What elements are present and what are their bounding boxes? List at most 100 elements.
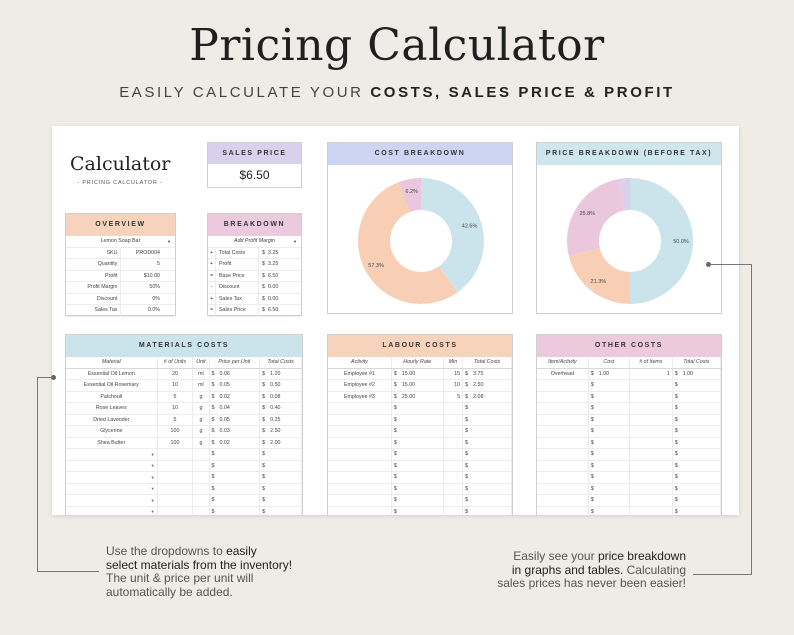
table-cell[interactable]: $0.08 [259,391,302,403]
table-cell[interactable]: ▼ [66,483,158,495]
table-cell[interactable]: g [192,414,210,426]
table-cell[interactable] [537,494,589,507]
table-cell[interactable]: $ [391,425,444,438]
table-cell[interactable]: $ [391,483,444,495]
table-cell[interactable] [629,506,673,515]
table-cell[interactable]: Employee #3 [328,391,392,403]
table-cell[interactable]: $ [391,437,444,449]
table-cell[interactable]: ▼ [66,494,158,507]
table-cell[interactable]: $ [672,506,722,515]
table-cell[interactable]: $ [672,437,722,449]
table-cell[interactable]: $25.00 [391,391,444,403]
table-cell[interactable]: $ [588,471,630,484]
table-cell[interactable] [157,471,194,484]
table-cell[interactable] [192,506,210,515]
table-cell[interactable] [629,425,673,438]
table-cell[interactable]: $2.50 [259,425,302,438]
table-cell[interactable]: 1 [629,368,673,380]
table-cell[interactable] [328,425,392,438]
table-cell[interactable]: $ [209,483,261,495]
table-cell[interactable]: ▼ [66,471,158,484]
table-cell[interactable]: $ [391,471,444,484]
overview-row-value[interactable]: $10.00 [121,271,175,282]
table-cell[interactable] [629,460,673,472]
table-cell[interactable] [328,414,392,426]
table-cell[interactable] [443,494,464,507]
table-cell[interactable]: $ [209,460,261,472]
table-cell[interactable] [629,414,673,426]
table-cell[interactable] [192,494,210,507]
table-cell[interactable]: $0.04 [209,402,261,415]
table-cell[interactable]: Shea Butter [66,437,158,449]
table-cell[interactable]: $ [259,483,302,495]
table-cell[interactable]: $0.06 [209,368,261,380]
table-cell[interactable]: $ [588,483,630,495]
table-cell[interactable]: $ [259,494,302,507]
table-cell[interactable]: $ [462,460,512,472]
table-cell[interactable]: $ [462,414,512,426]
table-cell[interactable]: Employee #2 [328,379,392,392]
table-cell[interactable]: $2.08 [462,391,512,403]
table-cell[interactable]: g [192,402,210,415]
table-cell[interactable] [537,414,589,426]
table-cell[interactable] [157,483,194,495]
table-cell[interactable]: Dried Lavender [66,414,158,426]
table-cell[interactable]: $0.05 [209,379,261,392]
table-cell[interactable]: ▼ [66,448,158,461]
overview-row-value[interactable]: 5 [121,259,175,270]
table-cell[interactable]: $3.75 [462,368,512,380]
table-cell[interactable]: 10 [157,379,194,392]
table-cell[interactable]: $0.25 [259,414,302,426]
table-cell[interactable]: $ [672,425,722,438]
table-cell[interactable]: $0.50 [259,379,302,392]
table-cell[interactable]: $2.50 [462,379,512,392]
table-cell[interactable] [537,483,589,495]
table-cell[interactable]: $ [209,506,261,515]
table-cell[interactable]: $1.20 [259,368,302,380]
breakdown-mode-select[interactable]: Add Profit Margin ▼ [208,236,301,248]
table-cell[interactable] [537,402,589,415]
product-select[interactable]: Lemon Soap Bar ▼ [66,236,175,248]
table-cell[interactable]: $ [391,402,444,415]
table-cell[interactable]: $ [462,437,512,449]
table-cell[interactable]: $ [672,494,722,507]
table-cell[interactable]: Glycerine [66,425,158,438]
table-cell[interactable]: $ [588,402,630,415]
table-cell[interactable] [629,448,673,461]
table-cell[interactable] [537,379,589,392]
table-cell[interactable] [443,414,464,426]
table-cell[interactable]: Essential Oil Rosemary [66,379,158,392]
table-cell[interactable]: $ [209,448,261,461]
table-cell[interactable]: $ [588,414,630,426]
table-cell[interactable]: g [192,437,210,449]
table-cell[interactable]: $ [391,506,444,515]
table-cell[interactable]: ▼ [66,460,158,472]
table-cell[interactable]: $ [259,460,302,472]
table-cell[interactable]: $15.00 [391,368,444,380]
table-cell[interactable]: $ [672,391,722,403]
table-cell[interactable]: g [192,425,210,438]
table-cell[interactable]: $ [259,471,302,484]
table-cell[interactable] [192,483,210,495]
table-cell[interactable]: $15.00 [391,379,444,392]
table-cell[interactable] [443,437,464,449]
table-cell[interactable]: ml [192,368,210,380]
table-cell[interactable]: $ [462,448,512,461]
table-cell[interactable] [629,402,673,415]
table-cell[interactable] [629,391,673,403]
table-cell[interactable] [443,448,464,461]
table-cell[interactable]: $ [391,414,444,426]
table-cell[interactable]: 100 [157,425,194,438]
table-cell[interactable] [157,494,194,507]
table-cell[interactable] [443,402,464,415]
table-cell[interactable]: $2.00 [259,437,302,449]
table-cell[interactable] [629,483,673,495]
table-cell[interactable]: $ [672,402,722,415]
table-cell[interactable] [192,471,210,484]
table-cell[interactable]: $ [209,471,261,484]
table-cell[interactable]: $ [391,494,444,507]
table-cell[interactable]: $0.02 [209,391,261,403]
table-cell[interactable] [443,471,464,484]
table-cell[interactable]: g [192,391,210,403]
table-cell[interactable]: 10 [443,379,464,392]
